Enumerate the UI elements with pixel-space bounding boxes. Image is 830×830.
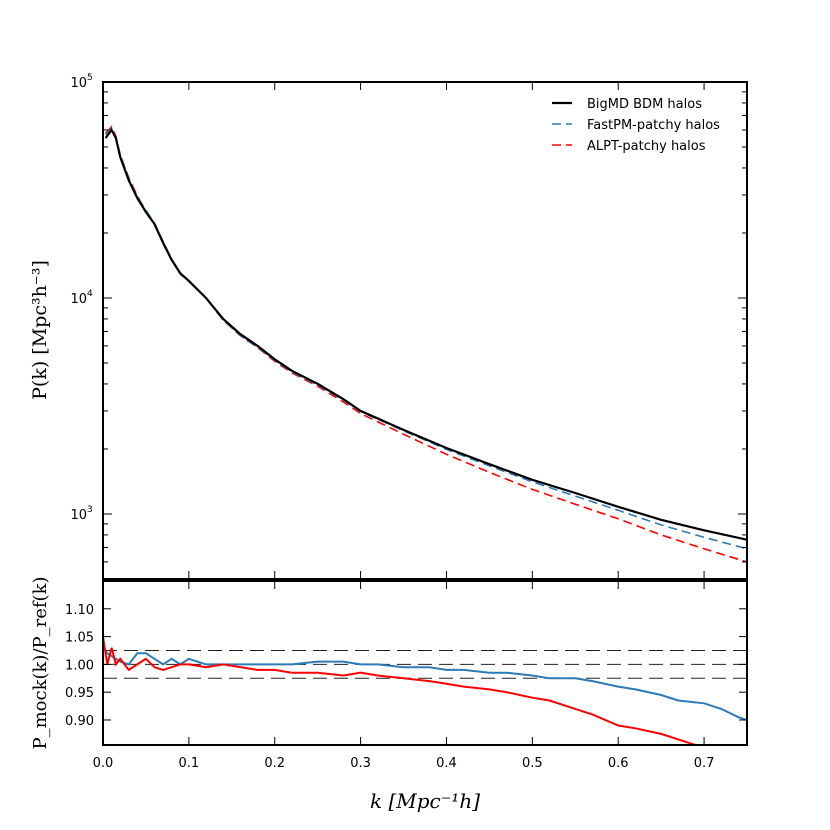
axis-labels: k [Mpc⁻¹h] P(k) [Mpc³h⁻³] P_mock(k)/P_ref(… [29, 260, 480, 813]
line-alpt-patchy-halos [105, 125, 747, 563]
y-tick-label-exponent: 5 [87, 73, 93, 83]
ratio-line-fastpm-patchy-halos [103, 647, 747, 721]
y-tick-label: 1.10 [65, 603, 94, 618]
y-tick-label-exponent: 3 [87, 505, 93, 515]
y-tick-label: 10 [70, 76, 87, 91]
y-tick-label: 1.00 [65, 658, 94, 673]
x-tick-label: 0.3 [350, 756, 371, 771]
ratio-line-alpt-patchy-halos [103, 636, 699, 745]
x-axis-label: k [Mpc⁻¹h] [370, 789, 480, 813]
x-tick-label: 0.4 [436, 756, 457, 771]
legend: BigMD BDM halos FastPM-patchy halos ALPT-p… [552, 97, 720, 154]
x-tick-label: 0.2 [264, 756, 285, 771]
line-bigmd-bdm-halos [104, 127, 747, 541]
bottom-panel-lines [103, 636, 747, 745]
y-tick-label: 0.95 [65, 686, 94, 701]
x-tick-label: 0.0 [93, 756, 114, 771]
y-tick-label: 0.90 [65, 714, 94, 729]
reference-lines [103, 649, 747, 679]
x-tick-label: 0.5 [522, 756, 543, 771]
x-tick-label: 0.7 [694, 756, 715, 771]
y-axis-label-top: P(k) [Mpc³h⁻³] [29, 260, 51, 400]
x-tick-label: 0.1 [179, 756, 200, 771]
legend-label-bigmd-bdm-halos: BigMD BDM halos [587, 97, 702, 112]
y-tick-label-exponent: 4 [87, 289, 93, 299]
legend-label-fastpm-patchy-halos: FastPM-patchy halos [587, 118, 720, 133]
y-tick-label: 1.05 [65, 631, 94, 646]
legend-label-alpt-patchy-halos: ALPT-patchy halos [587, 139, 706, 154]
y-tick-label: 10 [70, 292, 87, 307]
y-tick-label: 10 [70, 508, 87, 523]
line-fastpm-patchy-halos [105, 126, 747, 550]
bottom-panel-ticks: 0.90 0.95 1.00 1.05 1.10 0.0 0.1 0.2 0.3 0.4 0.5 0.… [65, 581, 747, 771]
top-panel-frame [102, 81, 748, 580]
x-tick-label: 0.6 [608, 756, 629, 771]
bottom-panel-frame [102, 580, 748, 746]
top-panel-lines [104, 125, 747, 563]
y-axis-label-bottom: P_mock(k)/P_ref(k) [30, 576, 51, 749]
